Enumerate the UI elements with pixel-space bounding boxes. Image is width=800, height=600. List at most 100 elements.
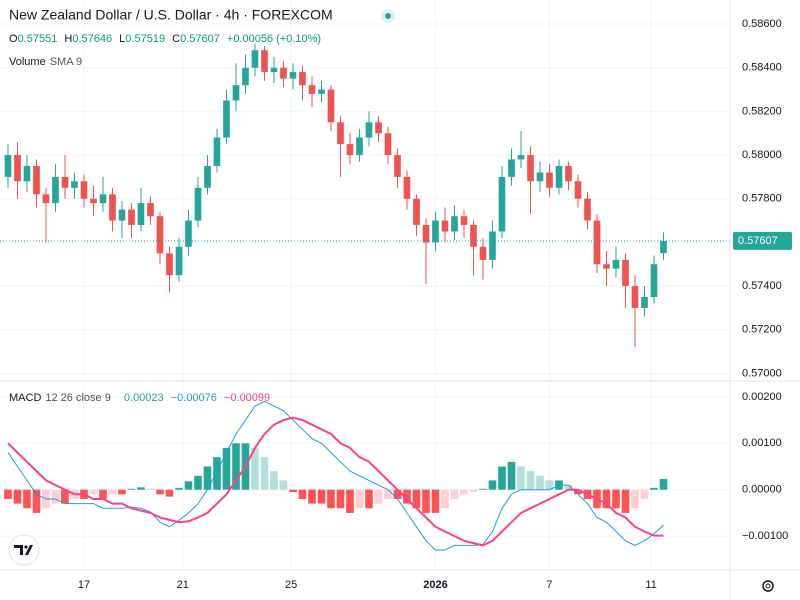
candle-body: [498, 176, 506, 232]
macd-label: MACD: [9, 392, 41, 404]
settings-icon[interactable]: [762, 580, 774, 592]
candle-body: [593, 220, 601, 265]
marks: [0, 43, 730, 551]
candle-body: [603, 264, 610, 269]
x-tick-label: 7: [546, 579, 552, 591]
signal-line: [7, 416, 664, 547]
macd-histogram-bar: [222, 447, 231, 490]
candle-body: [299, 72, 306, 86]
logo-badge[interactable]: [8, 534, 40, 566]
macd-histogram-bar: [507, 461, 516, 490]
candle-body: [422, 224, 430, 243]
y-tick-label: 0.57200: [742, 324, 782, 336]
candle-body: [441, 220, 449, 232]
macd-histogram-bar: [517, 466, 525, 490]
logo-dot: [24, 545, 28, 549]
candle-body: [394, 155, 401, 177]
macd-histogram-bar: [336, 489, 345, 509]
macd-histogram-bar: [355, 489, 364, 509]
candle-body: [280, 67, 287, 79]
candle-body: [261, 50, 268, 73]
macd-histogram-bar: [450, 489, 459, 499]
last-price-label: 0.57607: [738, 235, 778, 247]
macd-histogram-bar: [118, 489, 126, 495]
macd-histogram-bar: [536, 475, 544, 490]
gear[interactable]: [762, 580, 774, 592]
ohlc-letter: L: [119, 33, 125, 45]
candle-body: [4, 155, 12, 177]
macd-histogram-bar: [184, 481, 193, 490]
candle-body: [565, 165, 572, 182]
ohlc-letter: H: [64, 33, 72, 45]
candle-body: [337, 122, 344, 145]
macd-histogram-bar: [270, 471, 278, 490]
macd-histogram-bar: [526, 471, 535, 490]
candle-body: [584, 198, 591, 221]
macd-histogram-bar: [13, 489, 22, 504]
candle-body: [42, 194, 50, 204]
candle-body: [641, 297, 648, 308]
ohlc-letter: O: [9, 33, 18, 45]
candle-body: [270, 67, 278, 73]
candle-body: [479, 246, 487, 260]
candle-body: [156, 216, 164, 254]
macd-histogram-bar: [574, 489, 582, 495]
macd-histogram-bar: [621, 489, 630, 513]
x-tick-label: 11: [645, 579, 656, 591]
macd-tick-label: 0.00100: [742, 437, 782, 449]
chart-title: New Zealand Dollar / U.S. Dollar · 4h · …: [9, 7, 333, 23]
candle-body: [80, 181, 88, 199]
macd-histogram-bar: [194, 475, 202, 490]
macd-histogram-bar: [346, 489, 354, 513]
macd-histogram-bar: [89, 489, 98, 495]
macd-histogram-bar: [488, 480, 497, 490]
macd-histogram-bar: [4, 489, 12, 499]
candle-body: [622, 259, 629, 287]
candle-body: [23, 165, 31, 182]
y-tick-label: 0.57000: [742, 367, 782, 379]
macd-histogram-bar: [412, 489, 421, 509]
candle-body: [242, 67, 249, 86]
macd-histogram-bar: [469, 489, 478, 493]
macd-histogram-bar: [422, 489, 430, 513]
candle-body: [460, 216, 468, 225]
macd-histogram-bar: [108, 489, 117, 495]
y-tick-label: 0.58000: [742, 149, 782, 161]
macd-histogram-bar: [127, 488, 136, 490]
candle-body: [470, 224, 477, 247]
ohlc-letter: C: [172, 33, 180, 45]
volume-sma: SMA 9: [50, 56, 82, 68]
macd-histogram-bar: [327, 489, 335, 509]
candle-body: [612, 259, 620, 269]
ohlc-value: 0.57551: [18, 33, 58, 45]
macd-histogram-bar: [175, 487, 183, 490]
macd-histogram-bar: [146, 488, 155, 490]
candle-body: [650, 264, 658, 298]
signal-value: −0.00099: [224, 392, 270, 404]
macd-histogram-bar: [308, 489, 316, 504]
candle-body: [489, 231, 496, 260]
candle-body: [356, 137, 363, 156]
candle-body: [527, 155, 534, 182]
candle-body: [631, 286, 639, 308]
candle-body: [194, 187, 202, 221]
macd-histogram-bar: [298, 489, 307, 499]
candle-body: [555, 165, 563, 188]
candle-body: [432, 220, 439, 243]
macd-histogram-bar: [498, 466, 506, 490]
candle-body: [118, 209, 126, 221]
macd-value: −0.00076: [171, 392, 217, 404]
logo[interactable]: [8, 534, 40, 566]
candle-body: [289, 72, 297, 79]
x-tick-label: 25: [285, 579, 297, 591]
candle-body: [232, 85, 240, 101]
candle-body: [185, 220, 192, 247]
macd-histogram-bar: [203, 466, 212, 490]
y-tick-label: 0.58400: [742, 62, 782, 74]
candle-body: [546, 172, 553, 188]
candle-body: [413, 198, 420, 225]
ohlc-value: 0.57646: [72, 33, 112, 45]
candle-body: [147, 203, 154, 217]
candle-body: [52, 176, 59, 204]
